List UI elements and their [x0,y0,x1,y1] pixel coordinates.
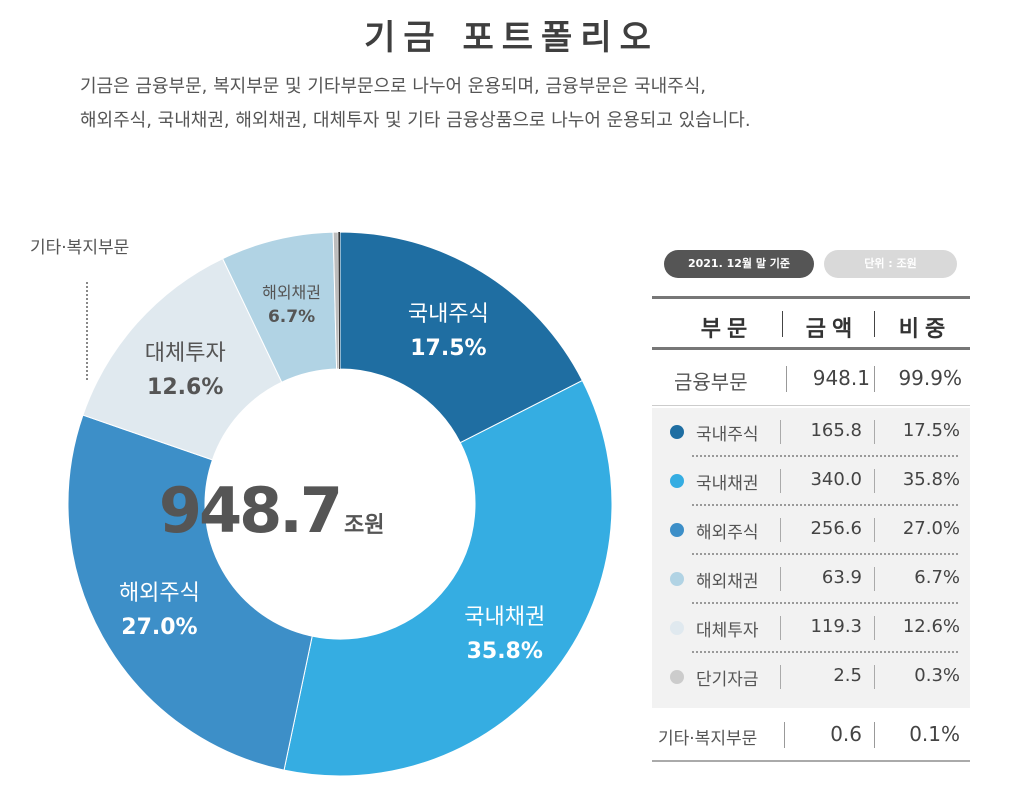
donut-slice-7 [338,232,340,370]
page-title: 기금 포트폴리오 [364,18,659,58]
other-amount: 0.6 [830,722,862,746]
slice-name-label: 대체투자 [145,341,226,366]
total-unit: 조원 [344,513,384,538]
other-name: 기타·복지부문 [658,729,758,749]
donut-slice-2 [283,379,613,777]
table-row: 단기자금 2.5 0.3% [652,653,970,702]
table-row: 대체투자 119.3 12.6% [652,604,970,653]
row-name: 해외주식 [696,523,759,543]
financial-amount: 948.1 [812,366,870,390]
unit-badge: 단위 : 조원 [824,250,957,278]
row-share: 0.3% [914,665,960,686]
legend-dot [670,670,684,684]
header-sector: 부문 [700,317,754,342]
legend-dot [670,621,684,635]
table-row: 해외채권 63.9 6.7% [652,555,970,604]
financial-name: 금융부문 [674,370,748,394]
intro-text: 기금은 금융부문, 복지부문 및 기타부문으로 나누어 운용되며, 금융부문은 … [80,70,960,138]
row-amount: 2.5 [833,665,862,686]
legend-dot [670,474,684,488]
slice-value-label: 12.6% [147,375,223,400]
table-row-financial: 금융부문 948.1 99.9% [652,352,970,406]
legend-dot [670,572,684,586]
total-value: 948.7 [159,474,340,547]
row-amount: 63.9 [821,567,862,588]
table-row: 해외주식 256.6 27.0% [652,506,970,555]
row-share: 17.5% [902,420,960,441]
donut-slice-6 [332,231,340,370]
row-amount: 256.6 [810,518,862,539]
row-amount: 165.8 [810,420,862,441]
intro-line-1: 기금은 금융부문, 복지부문 및 기타부문으로 나누어 운용되며, 금융부문은 … [80,76,706,97]
row-share: 12.6% [902,616,960,637]
row-name: 단기자금 [696,670,759,690]
portfolio-donut-chart: 국내주식 17.5% 국내채권 35.8% 해외주식 27.0% 대체투자 12.6% 해외채권… [67,231,613,777]
table-row: 국내채권 340.0 35.8% [652,457,970,506]
row-share: 27.0% [902,518,960,539]
other-share: 0.1% [909,722,960,746]
donut-slice-1 [339,231,584,444]
table-row-other: 기타·복지부문 0.6 0.1% [652,708,970,762]
financial-share: 99.9% [898,366,962,390]
row-amount: 119.3 [810,616,862,637]
row-amount: 340.0 [810,469,862,490]
slice-name-label: 국내채권 [464,605,545,630]
other-welfare-label: 기타·복지부문 [30,238,130,258]
header-share: 비중 [898,317,952,342]
row-name: 국내채권 [696,474,759,494]
row-share: 6.7% [914,567,960,588]
financial-breakdown: 국내주식 165.8 17.5% 국내채권 340.0 35.8% 해외주식 [652,408,970,708]
leader-line [86,282,88,380]
slice-value-label: 17.5% [410,336,486,361]
slice-name-label: 국내주식 [408,302,489,327]
donut-slice-3 [67,414,313,771]
slice-name-label: 해외채권 [262,283,321,302]
row-name: 국내주식 [696,425,759,445]
legend-dot [670,523,684,537]
legend-dot [670,425,684,439]
table-header: 부문 금액 비중 [652,296,970,350]
slice-value-label: 27.0% [121,615,197,640]
table-row: 국내주식 165.8 17.5% [652,408,970,457]
row-name: 대체투자 [696,621,759,641]
header-amount: 금액 [805,317,859,342]
row-name: 해외채권 [696,572,759,592]
intro-line-2: 해외주식, 국내채권, 해외채권, 대체투자 및 기타 금융상품으로 나누어 운… [80,110,751,131]
date-badge: 2021. 12월 말 기준 [664,250,814,278]
slice-value-label: 6.7% [268,307,315,327]
row-share: 35.8% [902,469,960,490]
slice-name-label: 해외주식 [119,581,200,606]
slice-value-label: 35.8% [467,639,543,664]
